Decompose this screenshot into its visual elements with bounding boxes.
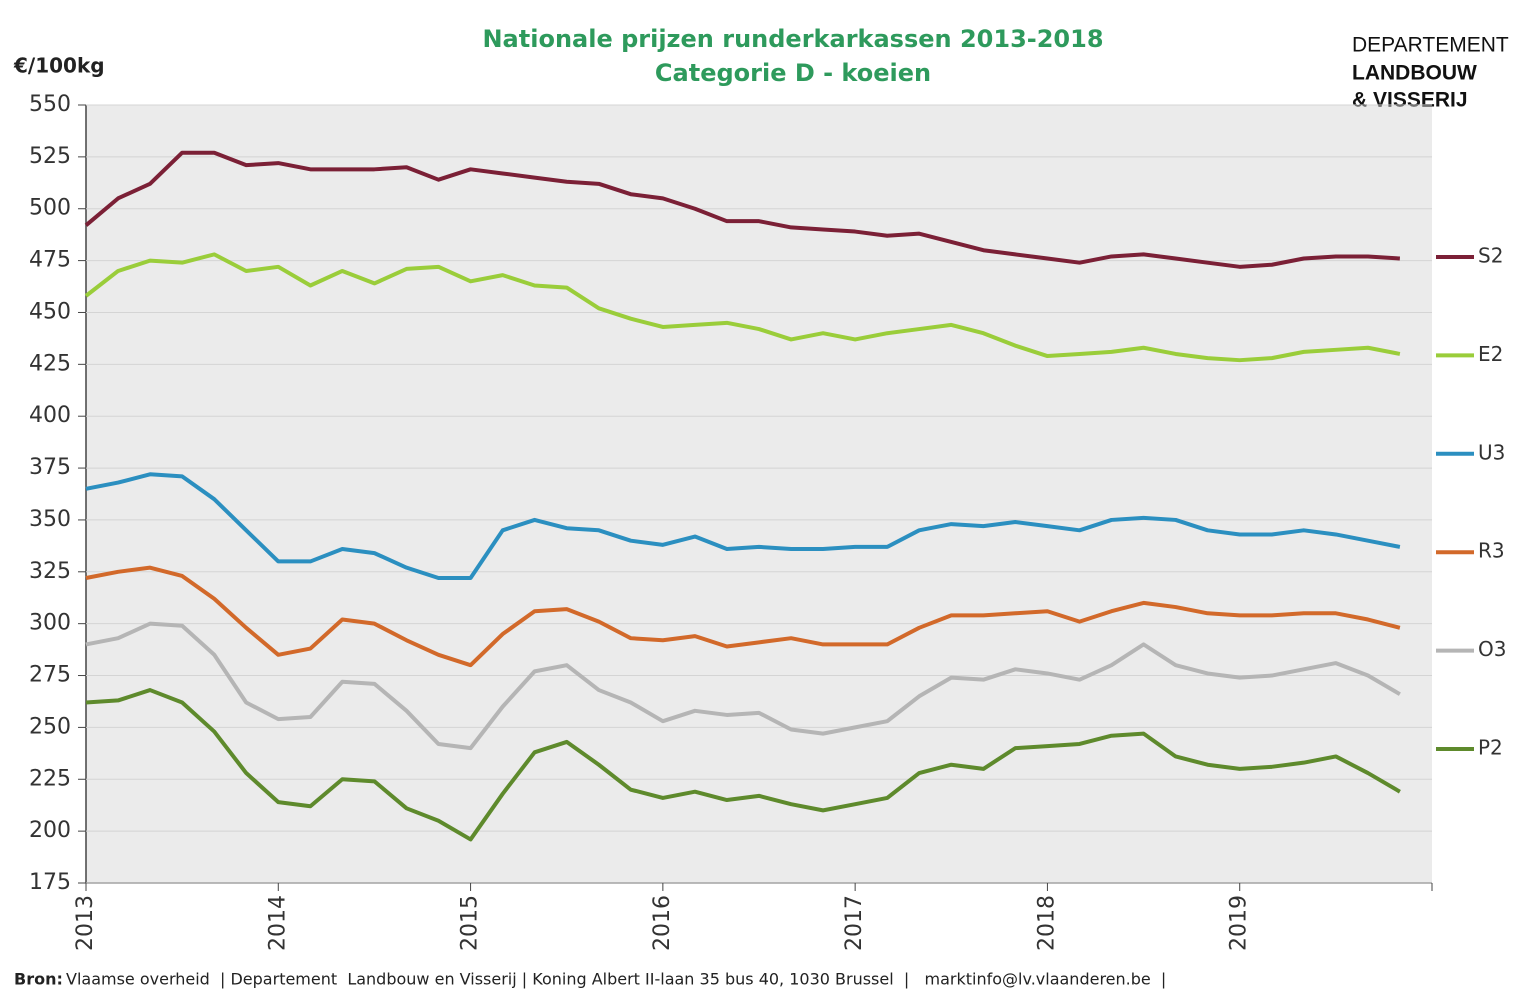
y-tick-label: 350 xyxy=(29,507,71,532)
legend-label: U3 xyxy=(1478,440,1505,464)
y-tick-label: 400 xyxy=(29,403,71,428)
y-axis-label: €/100kg xyxy=(13,54,105,78)
chart-subtitle: Categorie D - koeien xyxy=(655,59,931,87)
line-series xyxy=(84,252,1401,363)
y-tick-label: 550 xyxy=(29,92,71,117)
y-tick-label: 525 xyxy=(29,144,71,169)
logo-line: DEPARTEMENT xyxy=(1352,34,1509,57)
logo-line: & VISSERIJ xyxy=(1352,89,1468,112)
x-tick-label: 2018 xyxy=(1034,895,1059,951)
line-series xyxy=(85,472,1401,581)
legend-label: R3 xyxy=(1478,539,1505,563)
y-tick-label: 425 xyxy=(29,351,71,376)
x-tick-label: 2019 xyxy=(1227,895,1252,951)
y-tick-label: 325 xyxy=(29,559,71,584)
legend-label: E2 xyxy=(1478,342,1503,366)
x-tick-label: 2015 xyxy=(458,895,483,951)
x-tick-label: 2014 xyxy=(265,895,290,951)
plot-area xyxy=(86,105,1432,883)
line-series xyxy=(85,688,1401,842)
y-tick-label: 250 xyxy=(29,714,71,739)
logo-line: LANDBOUW xyxy=(1352,62,1477,85)
legend-label: P2 xyxy=(1478,736,1503,760)
y-tick-label: 300 xyxy=(29,611,71,636)
source-text: Vlaamse overheid | Departement Landbouw … xyxy=(66,970,1166,989)
y-tick-label: 275 xyxy=(29,663,71,688)
chart-title: Nationale prijzen runderkarkassen 2013-2… xyxy=(482,25,1103,53)
x-tick-label: 2013 xyxy=(73,895,98,951)
x-tick-label: 2017 xyxy=(842,895,867,951)
line-series xyxy=(84,150,1401,269)
line-series xyxy=(85,565,1401,668)
line-series xyxy=(85,621,1401,751)
y-tick-label: 475 xyxy=(29,248,71,273)
y-tick-label: 200 xyxy=(29,818,71,843)
x-tick-label: 2016 xyxy=(650,895,675,951)
y-tick-label: 225 xyxy=(29,766,71,791)
y-tick-label: 375 xyxy=(29,455,71,480)
legend-label: S2 xyxy=(1478,244,1503,268)
y-tick-label: 450 xyxy=(29,299,71,324)
legend-label: O3 xyxy=(1478,637,1506,661)
y-tick-label: 175 xyxy=(29,870,71,895)
y-tick-label: 500 xyxy=(29,196,71,221)
source-label: Bron: xyxy=(14,970,63,989)
